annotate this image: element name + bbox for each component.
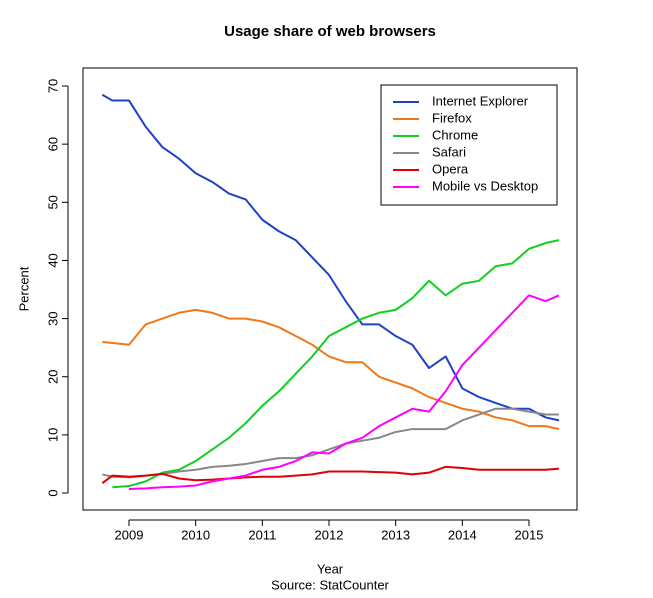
legend-box [380, 84, 558, 206]
plot-frame [82, 67, 578, 511]
legend-label: Chrome [432, 127, 478, 142]
legend: Internet Explorer Firefox Chrome Safari Oper… [380, 84, 558, 206]
y-tick-label: 50 [45, 195, 60, 209]
legend-label: Firefox [432, 110, 472, 125]
y-tick-label: 70 [45, 79, 60, 93]
x-tick-label: 2014 [448, 527, 477, 542]
x-tick-label: 2010 [181, 527, 210, 542]
y-tick-label: 60 [45, 137, 60, 151]
y-tick-label: 40 [45, 253, 60, 267]
series-line [128, 294, 560, 490]
series-line [101, 465, 560, 484]
legend-label: Internet Explorer [432, 93, 529, 108]
x-axis-label: Year [317, 561, 344, 576]
legend-label: Safari [432, 144, 466, 159]
x-tick-label: 2009 [115, 527, 144, 542]
y-tick-label: 10 [45, 428, 60, 442]
x-tick-label: 2012 [315, 527, 344, 542]
caption: Source: StatCounter [271, 577, 389, 592]
x-tick-label: 2015 [515, 527, 544, 542]
chart-title: Usage share of web browsers [224, 23, 436, 40]
legend-label: Mobile vs Desktop [432, 178, 538, 193]
x-tick-label: 2013 [381, 527, 410, 542]
series-line [101, 93, 560, 422]
x-tick-label: 2011 [248, 527, 276, 542]
y-tick-label: 30 [45, 311, 60, 325]
legend-label: Opera [432, 161, 469, 176]
series-line [102, 407, 559, 479]
y-axis-label: Percent [16, 266, 31, 311]
y-tick-label: 0 [45, 489, 60, 496]
series-line [112, 239, 560, 489]
y-tick-label: 20 [45, 370, 60, 384]
